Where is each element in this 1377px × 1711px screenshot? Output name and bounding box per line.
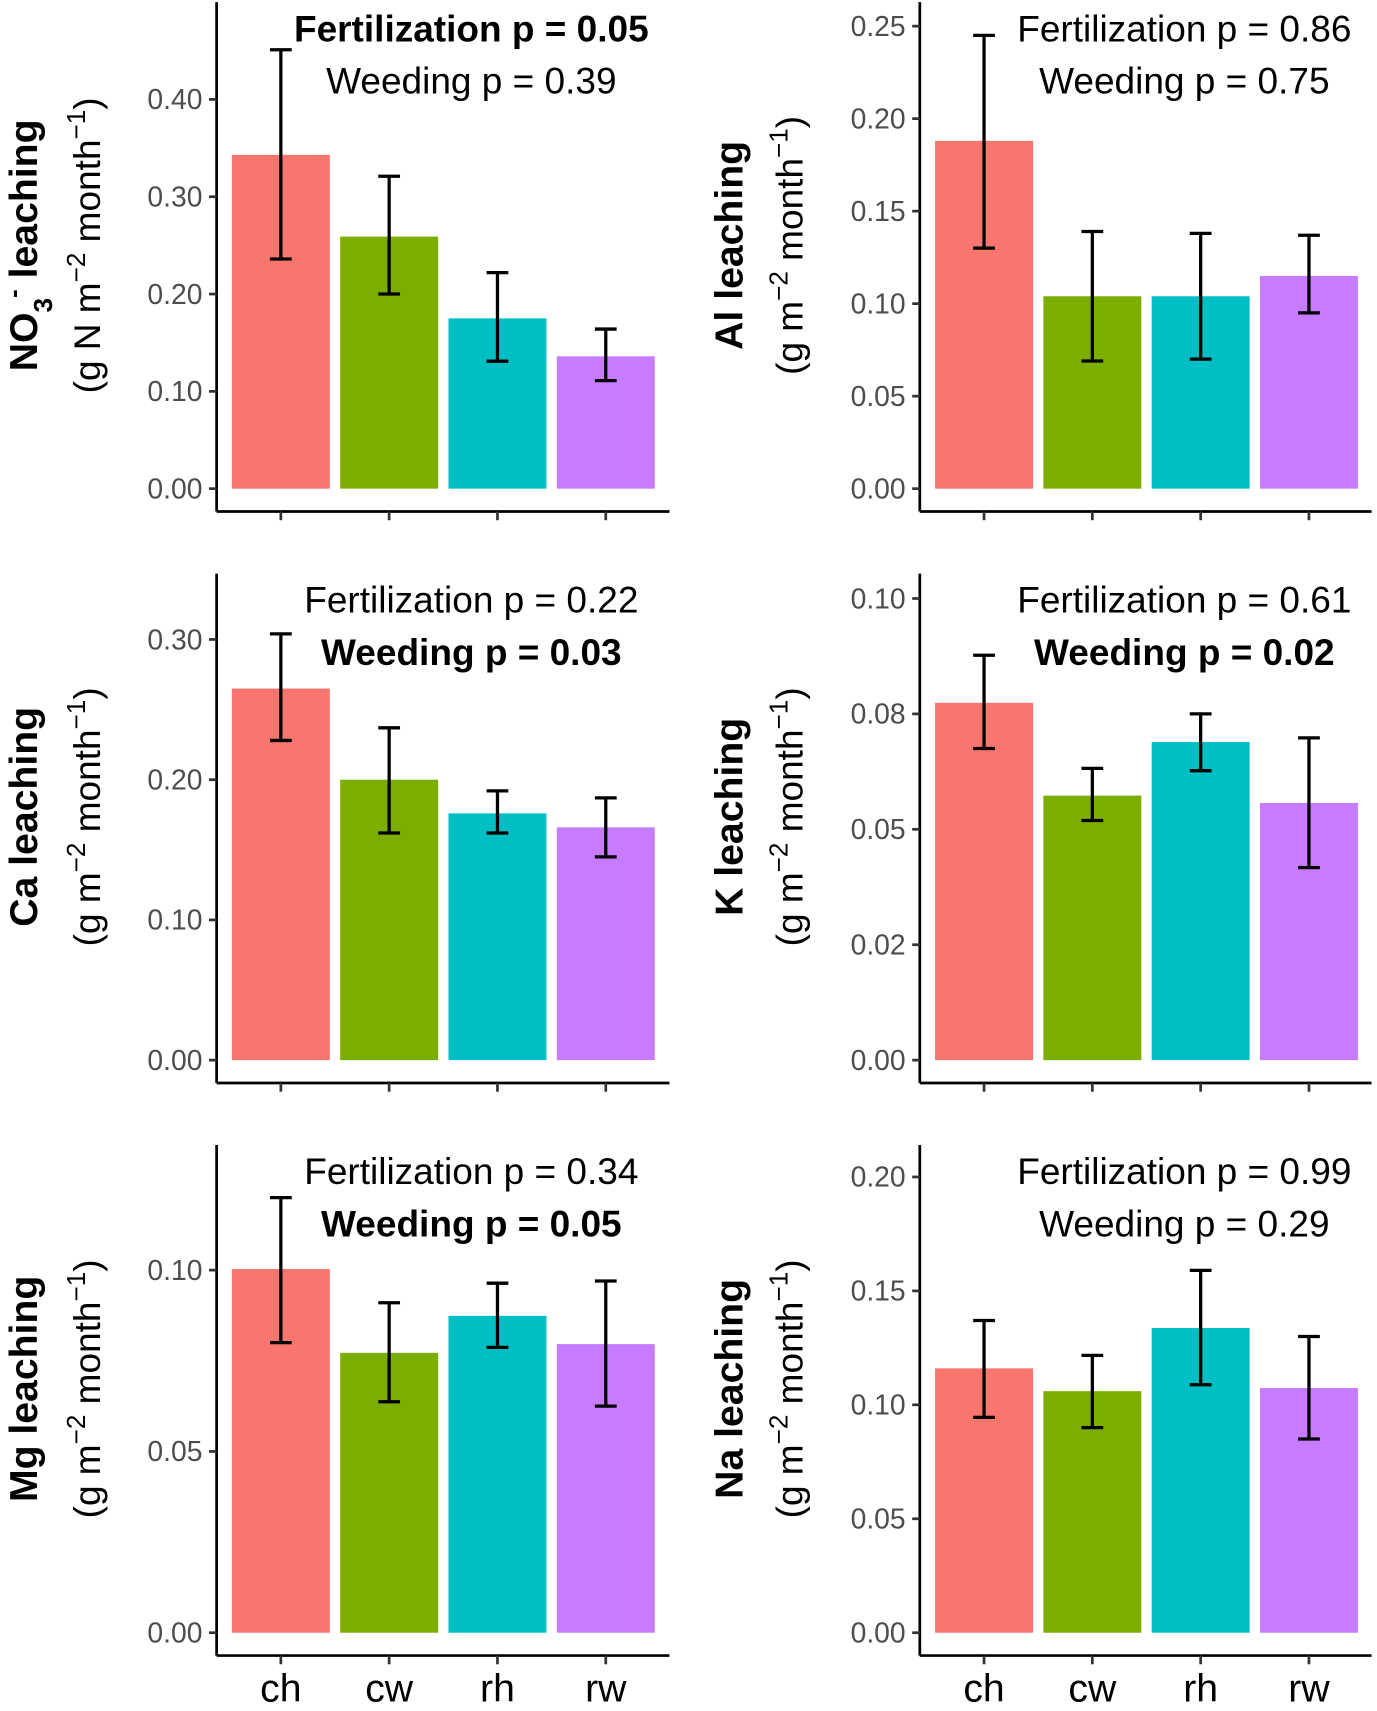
error-bar-cw [1081,229,1104,363]
x-tick-label: rw [1288,1667,1330,1710]
error-bar-ch [973,653,995,751]
y-tick-label: 0.00 [147,1617,202,1649]
y-tick-label: 0.00 [147,472,202,504]
y-axis-unit: (g m−2 month−1) [763,1259,810,1518]
error-bar-cw [1081,766,1104,823]
bar-rw [556,827,655,1061]
error-bar-rw [1298,233,1320,315]
error-bar-ch [269,632,292,743]
p-value-annotation: Fertilization p = 0.05 [294,7,649,49]
p-value-annotation: Fertilization p = 0.34 [304,1150,638,1192]
bar-cw [1043,795,1142,1061]
error-bar-rw [594,796,617,859]
y-tick-label: 0.10 [147,375,202,407]
y-tick-label: 0.00 [851,472,906,504]
bar-rh [448,813,547,1061]
p-value-annotation: Weeding p = 0.39 [326,60,616,102]
error-bar-ch [973,1318,995,1420]
y-axis-title: Na leaching [708,1279,751,1499]
y-tick-label: 0.15 [851,1275,906,1307]
p-value-annotation: Weeding p = 0.03 [321,631,622,673]
y-axis-unit: (g m−2 month−1) [763,687,810,946]
y-axis-unit: (g m−2 month−1) [61,687,108,946]
y-tick-label: 0.10 [147,904,202,936]
error-bar-cw [378,1301,401,1404]
error-bar-cw [1081,1353,1104,1430]
panel-5: 0.00 0.05 0.10 0.15 0.20 ch cw rh rw Fertilizatio… [708,1145,1372,1710]
y-tick-label: 0.15 [851,195,906,227]
y-tick-label: 0.30 [147,623,202,655]
error-bar-rh [486,1281,509,1350]
error-bar-rw [1298,736,1320,870]
y-axis-title: Mg leaching [3,1276,46,1502]
y-tick-label: 0.20 [851,102,906,134]
p-value-annotation: Fertilization p = 0.22 [304,579,638,621]
p-value-annotation: Weeding p = 0.75 [1039,60,1329,102]
x-tick-label: rw [585,1667,627,1710]
y-axis-title: Ca leaching [3,707,46,927]
y-axis-unit: (g m−2 month−1) [763,116,810,375]
panel-3: 0.00 0.02 0.05 0.08 0.10 Fertilization p = 0.… [708,573,1372,1092]
error-bar-rh [486,789,509,835]
bar-rh [448,1315,547,1633]
panel-2: 0.00 0.10 0.20 0.30 Fertilization p = 0.22 We… [3,573,670,1092]
error-bar-ch [269,1195,292,1345]
error-bar-cw [378,726,401,835]
p-value-annotation: Fertilization p = 0.99 [1017,1150,1351,1192]
x-tick-label: cw [1068,1667,1117,1710]
panel-0: 0.00 0.10 0.20 0.30 0.40 Fertilization p = 0.… [0,2,670,521]
x-tick-label: rh [480,1667,515,1710]
y-tick-label: 0.00 [147,1044,202,1076]
y-tick-label: 0.05 [147,1435,202,1467]
error-bar-rh [1189,712,1212,773]
bar-cw [1043,1391,1142,1633]
y-tick-label: 0.05 [851,1503,906,1535]
y-tick-label: 0.10 [851,582,906,614]
error-bar-ch [269,48,292,261]
y-axis-title: Al leaching [708,141,751,350]
p-value-annotation: Weeding p = 0.05 [321,1202,622,1244]
y-tick-label: 0.25 [851,10,906,42]
error-bar-rw [1298,1334,1320,1441]
error-bar-rw [594,327,617,383]
p-value-annotation: Fertilization p = 0.61 [1017,579,1351,621]
error-bar-ch [973,33,995,250]
y-tick-label: 0.00 [851,1044,906,1076]
y-tick-label: 0.10 [147,1254,202,1286]
y-tick-label: 0.00 [851,1617,906,1649]
y-tick-label: 0.08 [851,698,906,730]
y-tick-label: 0.20 [147,278,202,310]
error-bar-rh [1189,1268,1212,1387]
y-tick-label: 0.30 [147,181,202,213]
y-tick-label: 0.20 [147,763,202,795]
x-tick-label: ch [260,1667,301,1710]
p-value-annotation: Weeding p = 0.02 [1034,631,1335,673]
y-tick-label: 0.02 [851,929,906,961]
x-tick-label: rh [1183,1667,1218,1710]
x-tick-label: ch [963,1667,1004,1710]
y-axis-unit: (g m−2 month−1) [61,1259,108,1518]
y-tick-label: 0.05 [851,380,906,412]
y-tick-label: 0.10 [851,1389,906,1421]
bar-ch [935,702,1034,1061]
y-axis-title: NO3- leaching [0,119,58,371]
error-bar-cw [378,174,401,296]
y-tick-label: 0.05 [851,813,906,845]
y-axis-unit: (g N m−2 month−1) [61,97,108,393]
x-tick-label: cw [365,1667,414,1710]
y-axis-title: K leaching [708,718,751,916]
p-value-annotation: Weeding p = 0.29 [1039,1202,1329,1244]
error-bar-rw [594,1279,617,1408]
error-bar-rh [1189,231,1212,361]
panel-4: 0.00 0.05 0.10 ch cw rh rw Fertilization p = 0.… [3,1145,670,1710]
y-tick-label: 0.20 [851,1161,906,1193]
p-value-annotation: Fertilization p = 0.86 [1017,7,1351,49]
y-tick-label: 0.10 [851,287,906,319]
panel-1: 0.00 0.05 0.10 0.15 0.20 0.25 Fertilization p … [708,2,1372,521]
bar-ch [231,688,330,1061]
bar-rh [1151,742,1250,1061]
error-bar-rh [486,270,509,363]
y-tick-label: 0.40 [147,83,202,115]
